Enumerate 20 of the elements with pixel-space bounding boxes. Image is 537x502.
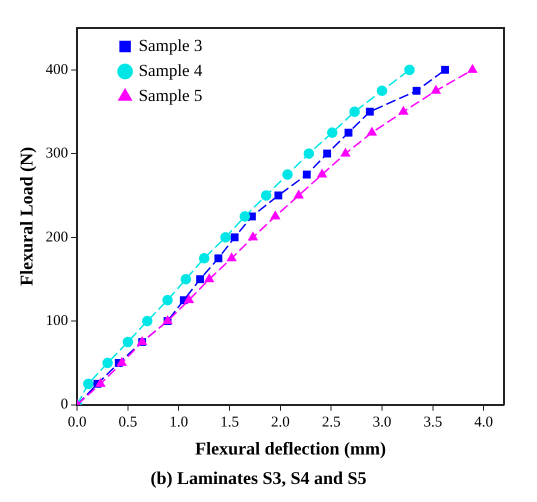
x-tick-label: 0.0 bbox=[68, 414, 86, 431]
legend-label: Sample 4 bbox=[138, 60, 203, 80]
x-tick-label: 3.5 bbox=[423, 414, 442, 431]
legend-label: Sample 5 bbox=[138, 86, 202, 105]
y-tick-label: 100 bbox=[46, 313, 68, 330]
x-tick-label: 3.0 bbox=[372, 414, 392, 431]
x-tick-label: 2.5 bbox=[322, 414, 341, 431]
text: (b) Laminates S3, S4 and S5 bbox=[150, 468, 367, 488]
y-tick-label: 300 bbox=[46, 146, 68, 162]
y-tick-label: 200 bbox=[46, 229, 68, 246]
y-tick-label: 400 bbox=[46, 62, 68, 78]
y-tick-label: 0 bbox=[60, 396, 68, 413]
x-axis-title: Flexural deflection (mm) bbox=[195, 438, 386, 458]
x-tick-label: 1.5 bbox=[220, 414, 239, 431]
x-tick-label: 1.0 bbox=[169, 414, 188, 431]
x-tick-label: 4.0 bbox=[474, 414, 494, 431]
legend-label: Sample 3 bbox=[138, 36, 202, 55]
x-tick-label: 2.0 bbox=[271, 414, 290, 431]
y-axis-title: Flexural Load (N) bbox=[16, 146, 36, 286]
x-tick-label: 0.5 bbox=[118, 414, 138, 431]
